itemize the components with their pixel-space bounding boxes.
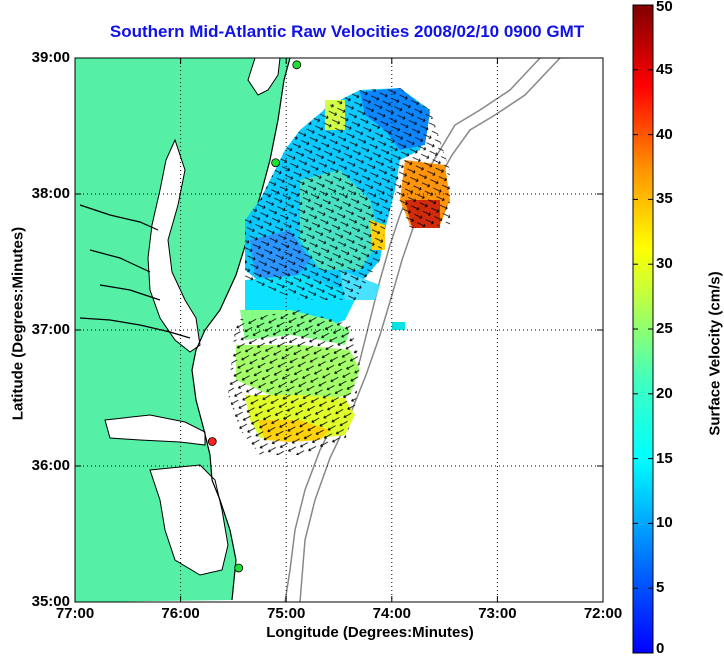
station-marker — [207, 437, 217, 446]
delaware-bay — [247, 58, 281, 96]
colorbar-tick-label: 30 — [656, 255, 673, 273]
albemarle-sound — [104, 414, 206, 446]
colorbar-tick-marks — [633, 4, 653, 654]
river-rappahannock — [89, 249, 151, 273]
river-potomac — [79, 204, 159, 231]
colorbar-tick-label: 15 — [656, 449, 673, 467]
y-tick-label: 35:00 — [31, 593, 70, 610]
x-tick-label: 75:00 — [267, 605, 306, 622]
colorbar-tick-label: 35 — [656, 190, 673, 208]
colorbar-tick-label: 20 — [656, 384, 673, 402]
y-tick-label: 38:00 — [31, 185, 70, 202]
pamlico-sound — [149, 464, 229, 576]
y-tick-label: 39:00 — [31, 49, 70, 66]
colorbar-tick-label: 5 — [656, 579, 665, 597]
colorbar-tick-label: 10 — [656, 514, 673, 532]
station-marker — [234, 563, 244, 573]
coastline — [191, 58, 291, 601]
colorbar-tick-label: 50 — [656, 0, 673, 15]
grid — [75, 58, 603, 602]
y-axis-label: Latitude (Degrees:Minutes) — [9, 226, 27, 421]
colorbar-tick-label: 40 — [656, 125, 673, 143]
station-marker — [292, 60, 302, 70]
river-james — [79, 317, 191, 339]
tick-marks — [74, 57, 604, 603]
bathymetry-contour-1 — [284, 58, 541, 602]
colorbar-tick-label: 25 — [656, 320, 673, 337]
hf-radar-stations — [207, 60, 302, 573]
bathymetry-contour-2 — [299, 58, 561, 602]
vector-arrows-south — [228, 310, 360, 455]
colorbar-label: Surface Velocity (cm/s) — [706, 271, 724, 436]
river-york — [99, 284, 161, 301]
x-tick-label: 77:00 — [55, 605, 95, 622]
station-marker — [271, 158, 281, 168]
x-tick-label: 72:00 — [583, 605, 623, 622]
y-tick-label: 37:00 — [31, 321, 70, 338]
colorbar-tick-label: 0 — [656, 640, 665, 657]
chart-title: Southern Mid-Atlantic Raw Velocities 200… — [109, 22, 585, 41]
x-tick-label: 73:00 — [478, 605, 517, 622]
x-tick-label: 76:00 — [161, 605, 200, 622]
chesapeake-bay — [147, 138, 201, 353]
x-tick-label: 74:00 — [372, 605, 411, 622]
x-axis-label: Longitude (Degrees:Minutes) — [266, 624, 474, 641]
colorbar-tick-label: 45 — [656, 60, 673, 78]
y-tick-label: 36:00 — [31, 457, 70, 474]
